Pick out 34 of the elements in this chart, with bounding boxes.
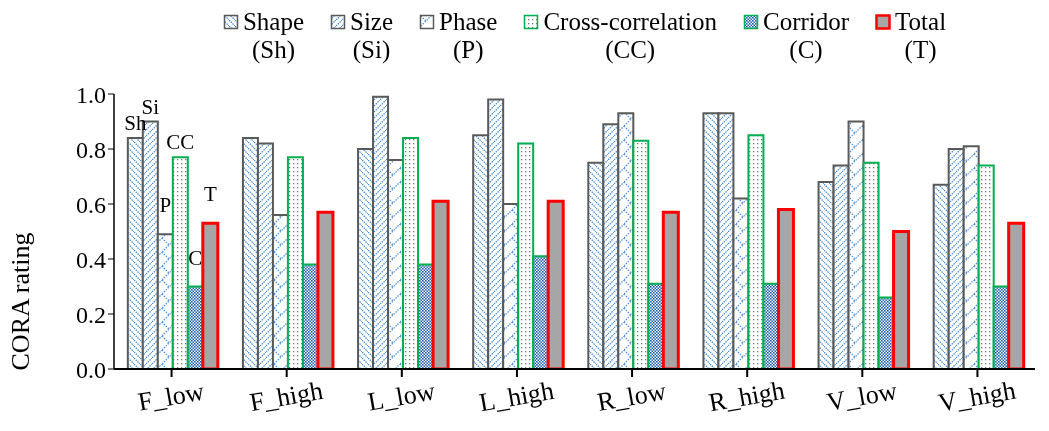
x-tick-label: V_low: [824, 376, 900, 417]
y-tick-label: 0.2: [76, 301, 106, 328]
legend-label: Cross-correlation (CC): [543, 8, 717, 64]
y-tick-label: 0.0: [76, 356, 106, 383]
legend-label: Shape (Sh): [241, 8, 305, 64]
legend-label: Total (T): [894, 8, 947, 64]
x-tick-label: L_high: [477, 375, 557, 418]
legend-label: Phase (P): [438, 8, 498, 64]
bar: [546, 199, 565, 369]
x-tick-label: V_high: [936, 375, 1018, 418]
annotation: Si: [141, 94, 160, 119]
bar: [661, 210, 680, 369]
y-tick-label: 0.8: [76, 136, 106, 163]
bar: [201, 221, 220, 369]
bar: [776, 208, 795, 369]
x-tick-label: L_low: [365, 376, 438, 417]
legend-label: Size (Si): [349, 8, 394, 64]
bar: [892, 230, 911, 369]
bar: [1007, 221, 1026, 369]
bar: [431, 199, 450, 369]
y-axis-title: CORA rating: [6, 232, 36, 371]
annotation: C: [188, 245, 203, 270]
annotation: T: [203, 182, 217, 207]
x-tick-label: F_high: [247, 375, 326, 418]
y-tick-label: 0.4: [76, 246, 106, 273]
x-tick-label: F_low: [135, 376, 207, 417]
x-tick-label: R_low: [594, 376, 669, 417]
annotation: P: [159, 193, 172, 218]
legend-label: Corridor (C): [762, 8, 850, 64]
y-tick-label: 1.0: [76, 81, 106, 108]
y-tick-label: 0.6: [76, 191, 106, 218]
annotation: CC: [166, 130, 195, 155]
x-tick-label: R_high: [706, 375, 787, 418]
bar: [316, 210, 335, 369]
